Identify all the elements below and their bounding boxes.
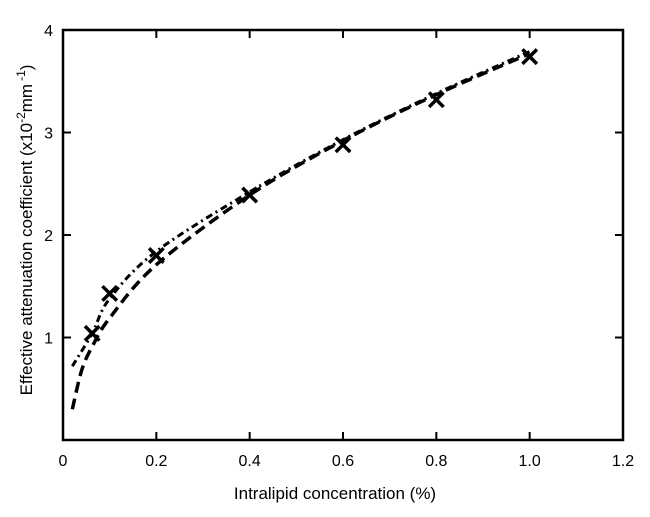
- y-tick-label: 2: [44, 228, 53, 245]
- axes-frame: [61, 28, 625, 442]
- x-tick-label: 0.2: [145, 453, 167, 470]
- y-tick-label: 3: [44, 126, 53, 143]
- x-tick-label: 0.4: [239, 453, 261, 470]
- y-tick-label: 4: [44, 23, 53, 40]
- ticks: 0 0.2 0.4 0.6 0.8 1.0 1.2 1 2 3 4: [44, 23, 634, 470]
- dashed-fit-line: [70, 51, 531, 410]
- dash-dot-fit-line: [71, 50, 531, 367]
- x-tick-label: 1.2: [612, 453, 634, 470]
- axes: [61, 28, 625, 442]
- x-tick-label: 1.0: [519, 453, 541, 470]
- x-tick-label: 0: [59, 453, 68, 470]
- y-tick-label: 1: [44, 331, 53, 348]
- y-axis-title: Effective attenuation coefficient (x10-2…: [14, 65, 36, 396]
- data-point-x-marker: [101, 284, 119, 302]
- plot-area: [70, 48, 539, 410]
- x-tick-label: 0.8: [425, 453, 447, 470]
- x-tick-label: 0.6: [332, 453, 354, 470]
- x-axis-title: Intralipid concentration (%): [234, 484, 436, 503]
